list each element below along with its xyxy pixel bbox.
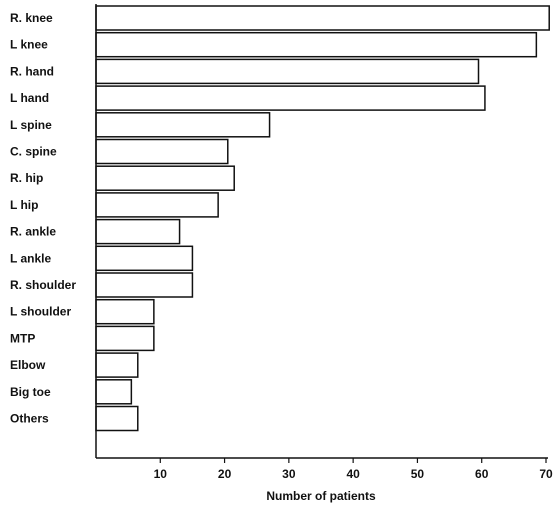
category-label: Elbow <box>10 358 46 372</box>
bar-l-knee <box>95 31 538 58</box>
bar-l-ankle <box>95 245 194 272</box>
category-label: L hand <box>10 91 49 105</box>
category-label: R. shoulder <box>10 278 76 292</box>
category-label: R. knee <box>10 11 53 25</box>
category-label: L spine <box>10 118 52 132</box>
category-label: L hip <box>10 198 38 212</box>
bar-mtp <box>95 325 155 352</box>
bar-l-spine <box>95 112 271 138</box>
x-tick-label: 40 <box>346 467 360 481</box>
bar-r-hand <box>95 58 480 85</box>
category-label: L shoulder <box>10 305 71 319</box>
x-tick-label: 50 <box>411 467 425 481</box>
bar-r-knee <box>95 5 550 31</box>
x-axis-label: Number of patients <box>266 489 376 503</box>
category-labels-group: R. knee L knee R. hand L hand L spine C. spin… <box>10 11 76 426</box>
bar-big-toe <box>95 379 133 405</box>
bar-l-hand <box>95 85 486 111</box>
category-label: Others <box>10 412 49 426</box>
x-tick-label: 20 <box>218 467 232 481</box>
category-label: C. spine <box>10 145 57 159</box>
category-label: MTP <box>10 331 35 345</box>
category-label: R. hip <box>10 171 43 185</box>
x-tick-label: 60 <box>475 467 489 481</box>
bar-r-hip <box>95 165 235 191</box>
category-label: R. ankle <box>10 225 56 239</box>
category-label: Big toe <box>10 385 51 399</box>
category-label: L ankle <box>10 251 51 265</box>
bar-l-shoulder <box>95 298 155 325</box>
x-tick-label: 70 <box>539 467 553 481</box>
category-label: L knee <box>10 38 48 52</box>
axes-group <box>95 4 548 459</box>
bar-l-hip <box>95 192 219 218</box>
x-ticks-group: 10 20 30 40 50 60 70 <box>154 458 553 481</box>
bar-r-ankle <box>95 218 181 245</box>
x-tick-label: 30 <box>282 467 296 481</box>
bar-others <box>95 405 139 432</box>
category-label: R. hand <box>10 64 54 78</box>
bar-elbow <box>95 352 139 378</box>
x-tick-label: 10 <box>154 467 168 481</box>
bar-r-shoulder <box>95 272 194 298</box>
bars-group <box>95 5 550 432</box>
bar-c-spine <box>95 138 229 165</box>
